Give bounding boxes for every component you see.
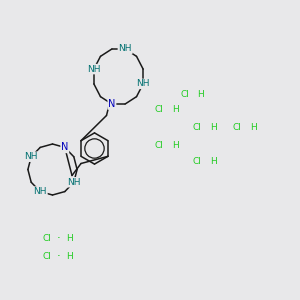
Text: ·: · bbox=[57, 232, 61, 245]
Text: Cl: Cl bbox=[42, 252, 51, 261]
Text: ·: · bbox=[57, 250, 61, 263]
Text: NH: NH bbox=[24, 152, 38, 161]
Text: Cl: Cl bbox=[42, 234, 51, 243]
Text: Cl: Cl bbox=[192, 158, 201, 166]
Text: NH: NH bbox=[118, 44, 132, 53]
Text: H: H bbox=[66, 252, 73, 261]
Text: H: H bbox=[172, 141, 179, 150]
Text: H: H bbox=[250, 123, 257, 132]
Text: N: N bbox=[61, 142, 68, 152]
Text: H: H bbox=[210, 123, 216, 132]
Text: Cl: Cl bbox=[232, 123, 242, 132]
Text: H: H bbox=[172, 105, 179, 114]
Text: N: N bbox=[108, 99, 116, 109]
Text: Cl: Cl bbox=[154, 105, 164, 114]
Text: H: H bbox=[66, 234, 73, 243]
Text: Cl: Cl bbox=[154, 141, 164, 150]
Text: NH: NH bbox=[136, 80, 150, 88]
Text: NH: NH bbox=[87, 64, 101, 74]
Text: Cl: Cl bbox=[180, 90, 189, 99]
Text: H: H bbox=[210, 158, 216, 166]
Text: Cl: Cl bbox=[192, 123, 201, 132]
Text: NH: NH bbox=[67, 178, 81, 187]
Text: H: H bbox=[198, 90, 204, 99]
Text: NH: NH bbox=[33, 187, 47, 196]
